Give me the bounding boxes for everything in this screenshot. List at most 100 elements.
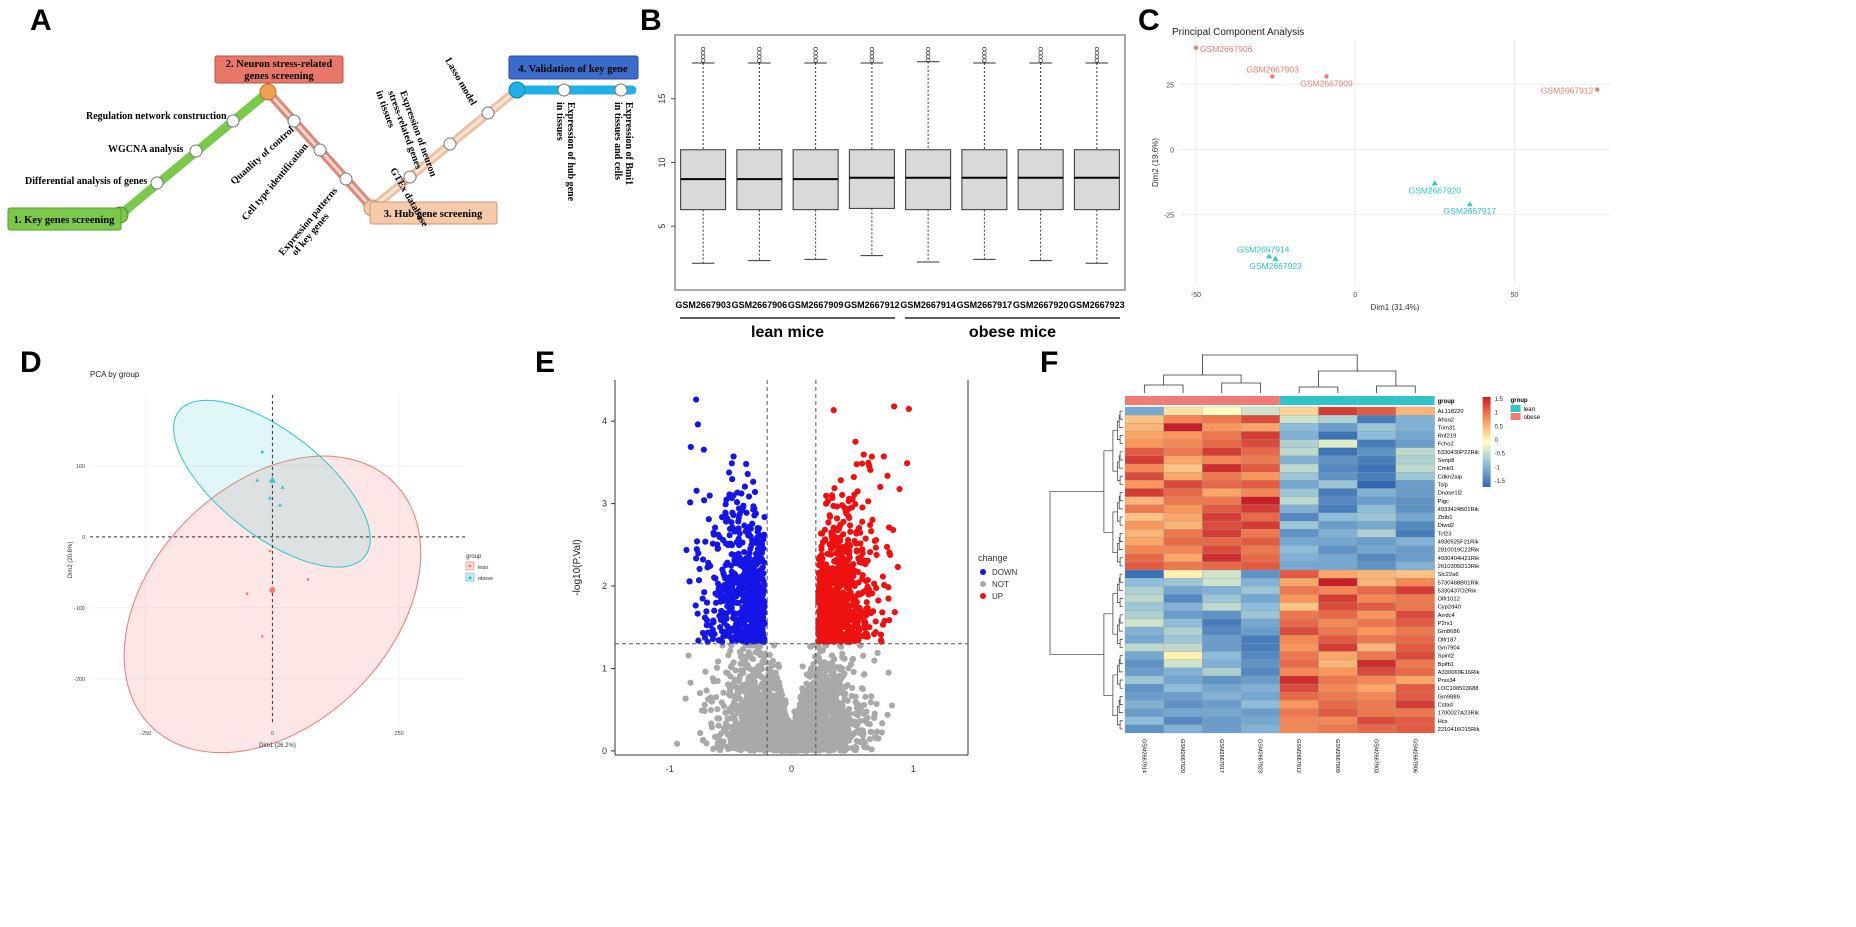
volcano-point-up	[871, 537, 878, 545]
column-group-bar	[1241, 396, 1280, 405]
volcano-point-not	[857, 704, 864, 711]
volcano-point-down	[725, 469, 733, 476]
volcano-point-up	[838, 630, 845, 637]
volcano-point-not	[741, 719, 748, 726]
volcano-point-not	[821, 718, 828, 725]
volcano-point-up	[851, 582, 858, 590]
panel-label-e: E	[535, 346, 556, 379]
heatmap-cell	[1202, 423, 1242, 432]
volcano-point-down	[752, 560, 759, 568]
volcano-point-up	[818, 543, 825, 550]
volcano-point-up	[823, 492, 830, 499]
volcano-point-not	[727, 692, 734, 699]
volcano-point-up	[863, 605, 870, 612]
volcano-point-not	[735, 689, 743, 696]
volcano-point-down	[741, 522, 748, 529]
legend-title: change	[978, 553, 1008, 563]
volcano-point-not	[816, 737, 823, 744]
heatmap-cell	[1240, 480, 1280, 489]
volcano-point-down	[728, 542, 736, 549]
volcano-point-not	[873, 728, 881, 735]
label-differential: Differential analysis of genes	[25, 176, 147, 187]
volcano-point-down	[710, 617, 717, 625]
heatmap-cell	[1240, 472, 1280, 481]
heatmap-cell	[1163, 529, 1203, 538]
volcano-point-not	[765, 691, 772, 698]
volcano-point-up	[858, 559, 866, 566]
volcano-point-not	[857, 727, 864, 734]
heatmap-cell	[1395, 480, 1435, 489]
volcano-point-not	[875, 735, 882, 742]
heatmap-cell	[1163, 480, 1203, 489]
volcano-point-not	[802, 694, 809, 701]
volcano-point-up	[822, 623, 829, 630]
volcano-point-not	[841, 747, 849, 754]
volcano-point-not	[799, 663, 806, 670]
volcano-point-up	[852, 501, 859, 508]
volcano-point-up	[872, 618, 879, 625]
volcano-point-up	[847, 602, 854, 609]
x-axis-label: Dim1 (26.2%)	[259, 743, 296, 749]
volcano-point-up	[830, 638, 837, 645]
plot-area	[615, 380, 968, 755]
volcano-point-down	[693, 487, 700, 494]
volcano-point-down	[695, 577, 703, 584]
volcano-point-down	[701, 497, 708, 504]
dendro-branch	[1318, 370, 1397, 387]
workflow-diagram: 1. Key genes screening 2. Neuron stress-…	[7, 55, 639, 258]
volcano-point-down	[750, 503, 757, 510]
volcano-point-down	[727, 562, 735, 569]
volcano-point-not	[837, 745, 844, 752]
volcano-point-down	[724, 579, 731, 586]
volcano-point-down	[714, 580, 722, 587]
volcano-point-not	[720, 702, 728, 710]
volcano-point-not	[753, 739, 760, 746]
heatmap-cell	[1202, 504, 1242, 514]
volcano-point-not	[796, 714, 803, 721]
x-tick-label: 0	[1353, 292, 1357, 299]
group-annotation-label: group	[1438, 399, 1455, 405]
panel-label-d: D	[20, 346, 42, 379]
volcano-point-not	[830, 713, 837, 720]
heatmap-cell	[1163, 447, 1203, 457]
volcano-point-not	[842, 690, 849, 697]
volcano-point-not	[848, 692, 855, 700]
volcano-point-down	[761, 514, 768, 521]
volcano-point-down	[683, 546, 690, 554]
heatmap-cell	[1279, 520, 1319, 530]
volcano-point-down	[759, 564, 766, 571]
volcano-point-not	[780, 702, 788, 709]
volcano-point-not	[770, 744, 777, 751]
volcano-point-down	[735, 616, 742, 623]
heatmap-cell	[1124, 472, 1164, 481]
heatmap-cell	[1240, 455, 1280, 465]
volcano-point-up	[890, 526, 897, 534]
volcano-point-not	[783, 737, 790, 744]
heatmap-cell	[1240, 512, 1280, 522]
heatmap-chart: groupAL118220Ahsa2Trim31Rnf219Fcho253304…	[1049, 354, 1541, 773]
volcano-point-down	[742, 598, 750, 605]
volcano-point-down	[746, 523, 753, 531]
volcano-point-not	[733, 745, 740, 752]
volcano-point-up	[831, 615, 838, 622]
legend-label: NOT	[992, 580, 1009, 589]
heatmap-cell	[1163, 431, 1203, 440]
volcano-point-not	[740, 733, 747, 740]
heatmap-cell	[1240, 529, 1280, 538]
pca-point	[268, 549, 272, 553]
pca-point	[306, 578, 310, 581]
volcano-point-not	[776, 683, 783, 690]
volcano-point-up	[859, 518, 866, 525]
ellipse-obese	[173, 399, 371, 568]
workflow-node-step2	[259, 83, 277, 101]
volcano-point-not	[746, 703, 753, 710]
column-group-bar	[1357, 396, 1396, 405]
volcano-point-up	[875, 597, 882, 604]
volcano-point-down	[701, 589, 708, 596]
volcano-point-down	[728, 519, 735, 526]
volcano-point-not	[705, 696, 712, 703]
volcano-point-up	[842, 616, 849, 623]
y-tick-label: -100	[74, 606, 85, 612]
x-tick-label: 250	[395, 731, 404, 737]
y-tick-label: 2	[602, 581, 607, 591]
